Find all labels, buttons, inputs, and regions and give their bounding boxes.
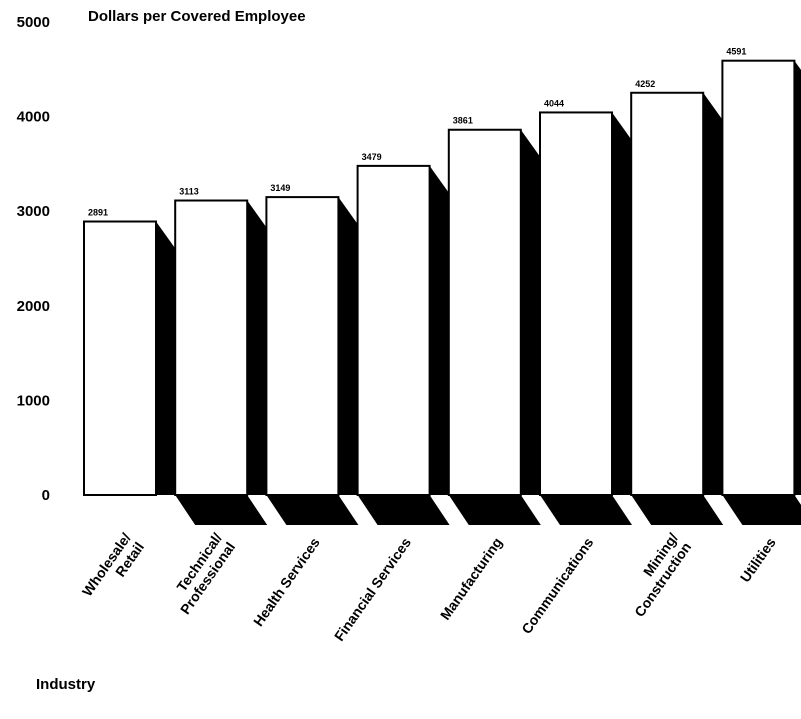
bar [356, 164, 431, 496]
bar-value-label: 3861 [453, 116, 473, 126]
bar-floor-shadow [631, 495, 724, 525]
bar-group-4 [356, 164, 450, 525]
bar-value-label: 4044 [544, 98, 564, 108]
x-tick-label: Communications [518, 534, 596, 636]
bar-floor-shadow [175, 495, 268, 525]
x-tick-label: Utilities [737, 534, 779, 585]
bars-layer [83, 59, 801, 525]
bar [265, 196, 340, 496]
x-tick-label: Health Services [250, 534, 323, 629]
x-axis-title: Industry [36, 676, 96, 693]
bar [174, 199, 249, 496]
bar-side-shadow [156, 221, 176, 495]
bar-value-label: 4591 [726, 47, 746, 57]
y-tick-label-3000: 3000 [17, 203, 50, 220]
bar [721, 59, 796, 496]
x-tick-label-line: Communications [518, 534, 596, 636]
bar-floor-shadow [266, 495, 359, 525]
bar-side-shadow [520, 129, 541, 496]
bar-group-7 [630, 91, 724, 525]
x-tick-label-line: Utilities [737, 534, 779, 585]
bar-value-label: 3149 [270, 183, 290, 193]
bar [630, 91, 705, 496]
y-tick-label-1000: 1000 [17, 392, 50, 409]
x-tick-label: Manufacturing [437, 535, 505, 623]
bar-side-shadow [612, 112, 632, 496]
bar-group-2 [174, 199, 268, 525]
bar-value-label: 3479 [362, 152, 382, 162]
bar [539, 111, 613, 497]
x-tick-label: Mining/Construction [618, 530, 694, 620]
y-tick-label-2000: 2000 [17, 298, 50, 315]
bar-group-3 [265, 196, 359, 525]
bar-floor-shadow [722, 495, 801, 525]
y-tick-label-0: 0 [42, 487, 50, 504]
x-tick-label: Technical/Professional [164, 530, 238, 617]
x-tick-label-line: Health Services [250, 534, 323, 629]
x-tick-label: Wholesale/Retail [79, 530, 147, 608]
bar-group-1 [83, 220, 176, 496]
bar-floor-shadow [448, 495, 541, 525]
bar-group-5 [447, 128, 541, 525]
bar [447, 128, 522, 497]
labels-layer: 2891 3113 3149 3479 3861 4044 4252 4591 [88, 47, 746, 218]
y-axis: 0 1000 2000 3000 4000 5000 [17, 14, 50, 504]
bar-side-shadow [429, 165, 450, 495]
bar-side-shadow [794, 60, 801, 495]
bar-value-label: 3113 [179, 187, 199, 197]
bar-group-8 [721, 59, 801, 525]
bar-side-shadow [338, 197, 359, 495]
x-tick-label-line: Manufacturing [437, 535, 505, 623]
y-tick-label-5000: 5000 [17, 14, 50, 31]
bar-side-shadow [247, 200, 268, 495]
chart-title: Dollars per Covered Employee [88, 8, 306, 25]
bar-side-shadow [703, 92, 724, 495]
bar-floor-shadow [357, 495, 450, 525]
bar-value-label: 4252 [635, 79, 655, 89]
bar-group-6 [539, 111, 632, 525]
x-tick-label-line: Financial Services [331, 534, 414, 643]
bar-value-label: 2891 [88, 208, 108, 218]
y-tick-label-4000: 4000 [17, 109, 50, 126]
bar-floor-shadow [540, 495, 632, 525]
x-axis: Wholesale/Retail Technical/Professional He… [79, 530, 779, 644]
bar [83, 220, 157, 496]
x-tick-label: Financial Services [331, 534, 414, 643]
